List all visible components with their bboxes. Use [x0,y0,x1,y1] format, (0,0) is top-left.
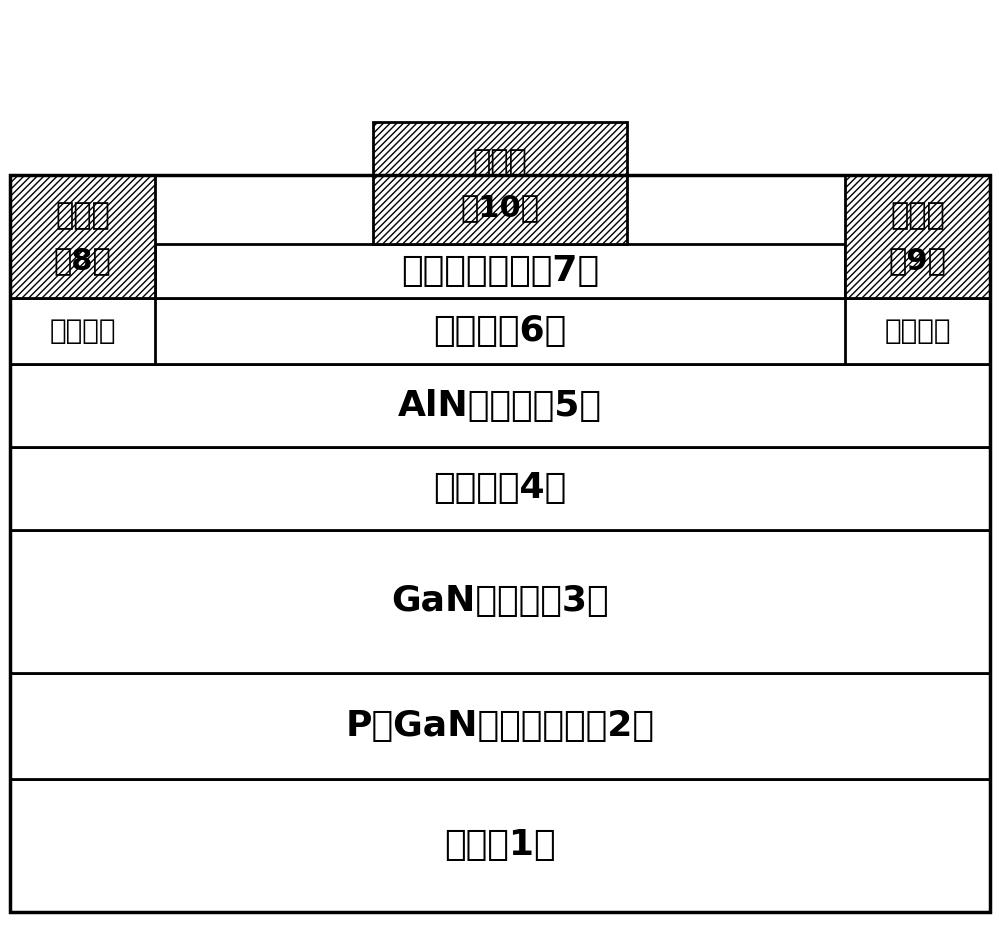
Text: 漏电极: 漏电极 [890,201,945,230]
Text: （10）: （10） [460,193,540,222]
Bar [155,244,845,298]
Text: （8）: （8） [54,246,111,275]
Bar [10,778,990,912]
Bar [10,175,155,298]
Text: 栅电极: 栅电极 [473,148,527,177]
Text: 欧姆接触: 欧姆接触 [884,317,951,345]
Text: GaN缓冲层（3）: GaN缓冲层（3） [391,585,609,619]
Bar [845,175,990,298]
Text: 沟道层（4）: 沟道层（4） [433,472,567,506]
Bar [373,122,627,244]
Bar [10,364,990,446]
Text: 绝缘棵介质层（7）: 绝缘棵介质层（7） [401,254,599,288]
Text: 源电极: 源电极 [55,201,110,230]
Bar [10,673,990,778]
Text: AlN插入层（5）: AlN插入层（5） [398,388,602,422]
Bar [10,530,990,673]
Text: （9）: （9） [889,246,946,275]
Bar [10,175,990,912]
Bar [10,446,990,530]
Bar [10,298,990,364]
Text: 衬底（1）: 衬底（1） [444,828,556,862]
Text: 欧姆接触: 欧姆接触 [49,317,116,345]
Text: P型GaN漏电隔离层（2）: P型GaN漏电隔离层（2） [346,709,654,743]
Text: 势垒层（6）: 势垒层（6） [433,314,567,348]
